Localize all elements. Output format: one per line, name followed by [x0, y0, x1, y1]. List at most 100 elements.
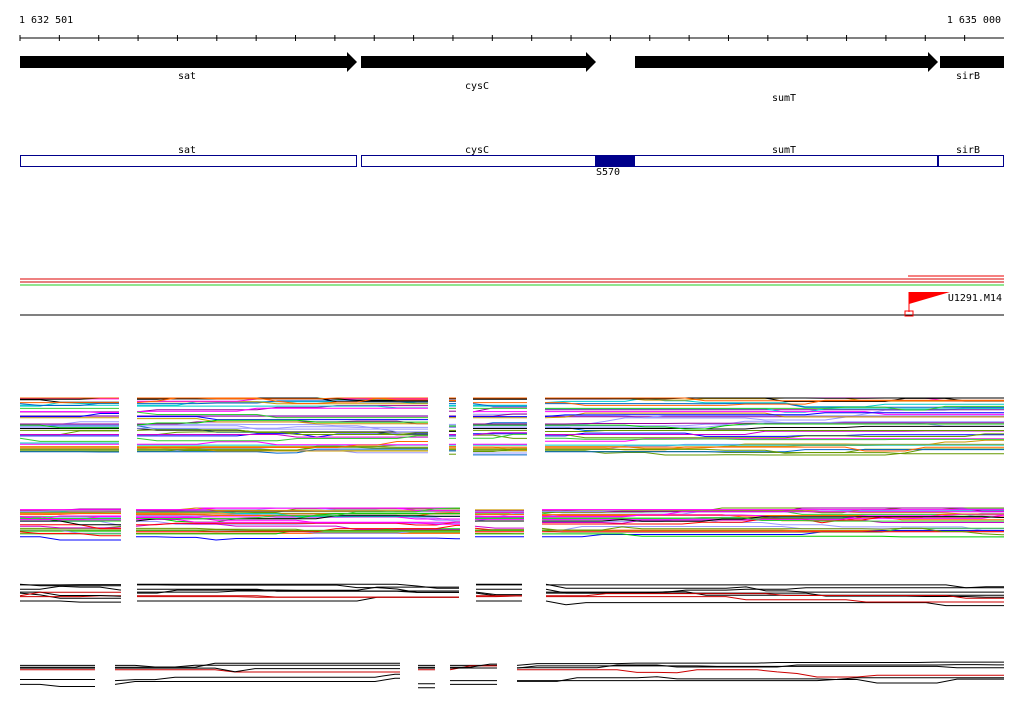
alignment-line [545, 421, 1004, 428]
alignment-line [517, 676, 1004, 684]
alignment-line [542, 516, 1004, 522]
alignment-line [136, 521, 460, 526]
alignment-line [20, 510, 121, 512]
alignment-line [137, 444, 428, 448]
alignment-line [516, 665, 1004, 669]
alignment-line [20, 683, 95, 687]
alignment-line [545, 448, 1004, 455]
alignment-line [137, 595, 459, 598]
alignment-line [545, 411, 1004, 415]
marker-label: U1291.M14 [948, 293, 1002, 304]
alignment-line [136, 507, 460, 519]
alignment-line [450, 663, 497, 668]
alignment-line [136, 405, 428, 413]
alignment-line [137, 418, 428, 425]
alignment-line [20, 411, 119, 413]
alignment-line [19, 531, 121, 537]
alignment-line [472, 432, 527, 436]
alignment-line [542, 517, 1004, 522]
transcript-box [938, 155, 1004, 167]
alignment-line [19, 402, 119, 406]
alignment-line [545, 405, 1004, 411]
alignment-line [473, 433, 527, 439]
alignment-line [114, 677, 400, 685]
transcript-label: sirB [956, 145, 980, 156]
feature-box [595, 155, 634, 166]
alignment-line [114, 673, 400, 682]
alignment-line [136, 536, 460, 541]
alignment-line [136, 517, 460, 525]
alignment-line [137, 434, 428, 438]
alignment-line [517, 677, 1004, 682]
gene-arrow [635, 52, 938, 72]
alignment-line [516, 661, 1004, 666]
gene-label: sirB [956, 71, 980, 82]
alignment-line [20, 424, 119, 429]
alignment-line [137, 425, 428, 430]
alignment-line [137, 401, 428, 405]
alignment-line [136, 507, 460, 511]
alignment-line [135, 522, 460, 530]
alignment-line [136, 435, 428, 442]
alignment-line [542, 530, 1004, 538]
alignment-line [472, 403, 527, 407]
alignment-line [20, 513, 121, 516]
alignment-tracks [19, 397, 1004, 689]
alignment-line [19, 591, 121, 597]
alignment-line [20, 600, 121, 603]
alignment-line [137, 590, 459, 593]
alignment-line [137, 447, 428, 452]
alignment-line [137, 586, 459, 594]
gene-arrow [361, 52, 596, 72]
alignment-line [546, 593, 1004, 599]
alignment-line [542, 533, 1004, 538]
alignment-line [20, 413, 119, 418]
transcript-label: sat [178, 145, 196, 156]
alignment-line [19, 515, 121, 520]
alignment-line [115, 669, 400, 673]
alignment-line [545, 415, 1004, 425]
gene-arrow [20, 52, 357, 72]
alignment-line [115, 667, 400, 673]
alignment-line [517, 669, 1004, 678]
gene-label: sumT [772, 93, 796, 104]
alignment-line [137, 416, 428, 421]
alignment-line [136, 524, 460, 533]
alignment-line [136, 411, 428, 419]
alignment-line [517, 664, 1004, 669]
alignment-line [136, 429, 428, 436]
alignment-line [546, 596, 1004, 603]
alignment-line [545, 600, 1004, 607]
alignment-line [545, 425, 1004, 430]
alignment-line [545, 583, 1004, 593]
alignment-line [137, 448, 428, 454]
alignment-line [19, 583, 121, 587]
gene-label: cysC [465, 81, 489, 92]
feature-label: S570 [596, 167, 620, 178]
alignment-line [546, 584, 1004, 589]
gene-arrow [940, 52, 1004, 72]
alignment-line [20, 585, 121, 591]
alignment-line [545, 430, 1004, 432]
alignment-line [545, 446, 1004, 452]
alignment-line [542, 526, 1004, 536]
alignment-line [136, 518, 460, 523]
ruler-start: 1 632 501 [19, 15, 73, 26]
alignment-line [545, 437, 1004, 441]
alignment-line [137, 583, 459, 589]
transcript-label: sumT [772, 145, 796, 156]
transcript-box [634, 155, 938, 167]
alignment-line [542, 511, 1004, 517]
alignment-line [115, 662, 400, 668]
ruler-end: 1 635 000 [947, 15, 1001, 26]
alignment-line [137, 441, 428, 446]
alignment-line [545, 433, 1004, 439]
alignment-line [19, 437, 119, 442]
alignment-line [136, 407, 428, 413]
alignment-line [545, 432, 1004, 437]
alignment-line [20, 525, 121, 529]
alignment-line [545, 399, 1004, 406]
alignment-line [20, 520, 121, 526]
